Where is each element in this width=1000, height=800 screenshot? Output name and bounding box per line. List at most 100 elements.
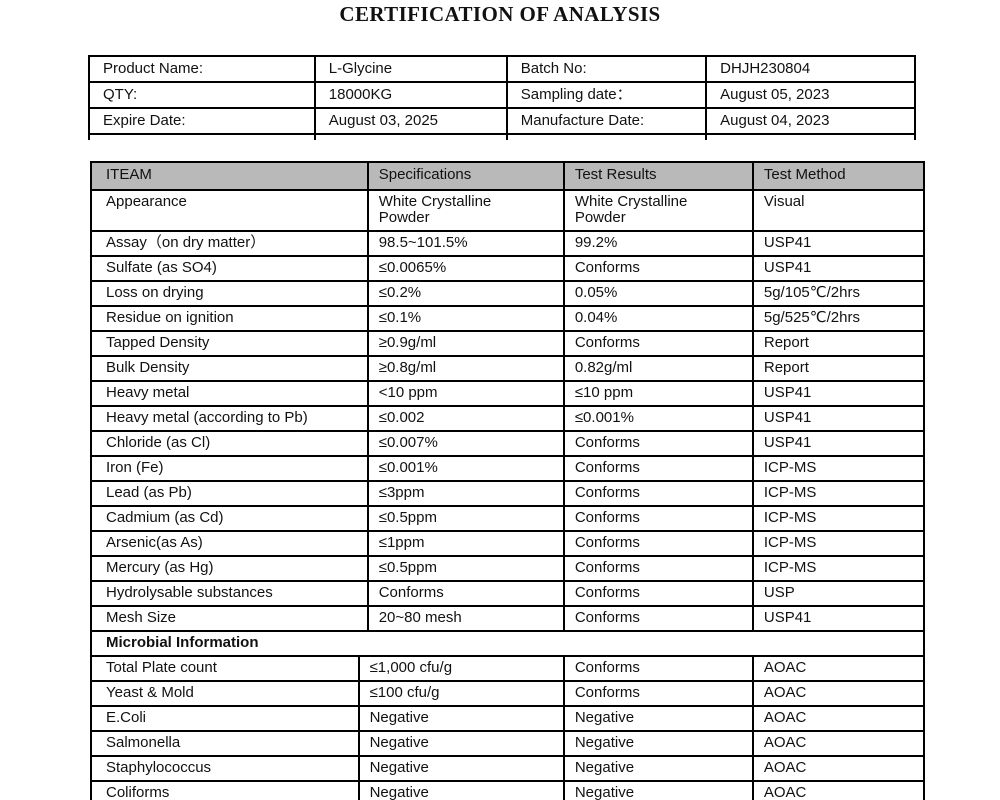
info-label: QTY: [90,83,316,107]
result-cell: ≤10 ppm [565,382,754,405]
spec-cell: ≤0.0065% [369,257,565,280]
result-cell: Conforms [565,607,754,630]
result-cell: Negative [565,732,754,755]
item-cell: Iron (Fe) [92,457,369,480]
table-row: Cadmium (as Cd) ≤0.5ppm Conforms ICP-MS [92,507,923,532]
method-cell: USP [763,584,795,601]
info-value: 18000KG [316,83,508,107]
result-cell: 0.04% [565,307,754,330]
table-row: Chloride (as Cl) ≤0.007% Conforms USP41 [92,432,923,457]
spec-cell: ≤100 cfu/g [360,682,565,705]
table-row: Residue on ignition ≤0.1% 0.04% 5g/525℃/… [92,307,923,332]
table-row: Arsenic(as As) ≤1ppm Conforms ICP-MS [92,532,923,557]
info-value: L-Glycine [316,57,508,81]
result-cell: 0.82g/ml [565,357,754,380]
info-label: Batch No: [508,57,708,81]
result-cell: White Crystalline Powder [565,191,754,230]
spec-cell: Conforms [369,582,565,605]
info-label: Expire Date: [90,109,316,133]
result-cell: Conforms [565,507,754,530]
method-cell: Report [763,359,809,376]
result-cell: Negative [565,782,754,800]
method-cell: 5g/105℃/2hrs [763,284,860,301]
item-cell: Chloride (as Cl) [92,432,369,455]
item-cell: Heavy metal [92,382,369,405]
item-cell: Sulfate (as SO4) [92,257,369,280]
item-cell: Cadmium (as Cd) [92,507,369,530]
spec-cell: ≥0.8g/ml [369,357,565,380]
table-row: E.Coli Negative Negative AOAC [92,707,923,732]
item-cell: Staphylococcus [92,757,360,780]
product-info-rows: Product Name: L-Glycine Batch No: DHJH23… [90,57,914,133]
method-cell: AOAC [763,659,807,676]
info-value: August 05, 2023 [720,86,830,103]
method-cell: USP41 [763,384,812,401]
method-cell: AOAC [763,684,807,701]
result-cell: Conforms [565,657,754,680]
result-cell: Negative [565,707,754,730]
spec-cell: ≤0.2% [369,282,565,305]
info-label: Manufacture Date: [508,109,708,133]
result-cell: ≤0.001% [565,407,754,430]
method-cell: ICP-MS [763,509,817,526]
item-cell: Assay（on dry matter） [92,232,369,255]
table-row: Iron (Fe) ≤0.001% Conforms ICP-MS [92,457,923,482]
info-value: August 03, 2025 [316,109,508,133]
result-cell: Conforms [565,582,754,605]
method-cell: Report [763,334,809,351]
microbial-rows: Total Plate count ≤1,000 cfu/g Conforms … [92,657,923,800]
result-cell: Conforms [565,682,754,705]
item-cell: Tapped Density [92,332,369,355]
document-title: CERTIFICATION OF ANALYSIS [339,2,661,26]
column-header-item: ITEAM [92,163,369,189]
spec-cell: ≤0.1% [369,307,565,330]
info-value: DHJH230804 [720,60,811,77]
item-cell: Residue on ignition [92,307,369,330]
spec-cell: 20~80 mesh [369,607,565,630]
result-cell: Conforms [565,332,754,355]
spec-cell: Negative [360,757,565,780]
method-cell: 5g/525℃/2hrs [763,309,860,326]
table-row: Heavy metal (according to Pb) ≤0.002 ≤0.… [92,407,923,432]
result-cell: Conforms [565,557,754,580]
method-cell: Visual [763,193,805,210]
item-cell: Total Plate count [92,657,360,680]
info-label: Sampling date： [508,83,708,107]
info-value: August 04, 2023 [720,112,830,129]
item-cell: Bulk Density [92,357,369,380]
table-row: Heavy metal <10 ppm ≤10 ppm USP41 [92,382,923,407]
spec-cell: ≤0.5ppm [369,507,565,530]
table-row: Yeast & Mold ≤100 cfu/g Conforms AOAC [92,682,923,707]
analysis-table: ITEAM Specifications Test Results Test M… [90,161,925,800]
analysis-rows: Appearance White Crystalline Powder Whit… [92,191,923,632]
spec-cell: 98.5~101.5% [369,232,565,255]
table-row: Mesh Size 20~80 mesh Conforms USP41 [92,607,923,632]
table-row: Lead (as Pb) ≤3ppm Conforms ICP-MS [92,482,923,507]
item-cell: Lead (as Pb) [92,482,369,505]
spec-cell: ≤0.002 [369,407,565,430]
info-label: Product Name: [90,57,316,81]
table-row: Sulfate (as SO4) ≤0.0065% Conforms USP41 [92,257,923,282]
product-info-row: QTY: 18000KG Sampling date： August 05, 2… [90,83,914,109]
item-cell: Loss on drying [92,282,369,305]
spec-cell: Negative [360,707,565,730]
item-cell: E.Coli [92,707,360,730]
method-cell: USP41 [763,434,812,451]
method-cell: AOAC [763,734,807,751]
product-info-table: Product Name: L-Glycine Batch No: DHJH23… [88,55,916,135]
item-cell: Mercury (as Hg) [92,557,369,580]
table-row: Hydrolysable substances Conforms Conform… [92,582,923,607]
item-cell: Mesh Size [92,607,369,630]
spec-cell: ≤1,000 cfu/g [360,657,565,680]
result-cell: Conforms [565,257,754,280]
spec-cell: Negative [360,782,565,800]
spec-cell: ≤1ppm [369,532,565,555]
spec-cell: ≤0.5ppm [369,557,565,580]
spec-cell: ≤0.007% [369,432,565,455]
method-cell: USP41 [763,609,812,626]
microbial-section-title: Microbial Information [92,632,923,657]
spec-cell: ≤0.001% [369,457,565,480]
table-row: Staphylococcus Negative Negative AOAC [92,757,923,782]
method-cell: ICP-MS [763,484,817,501]
